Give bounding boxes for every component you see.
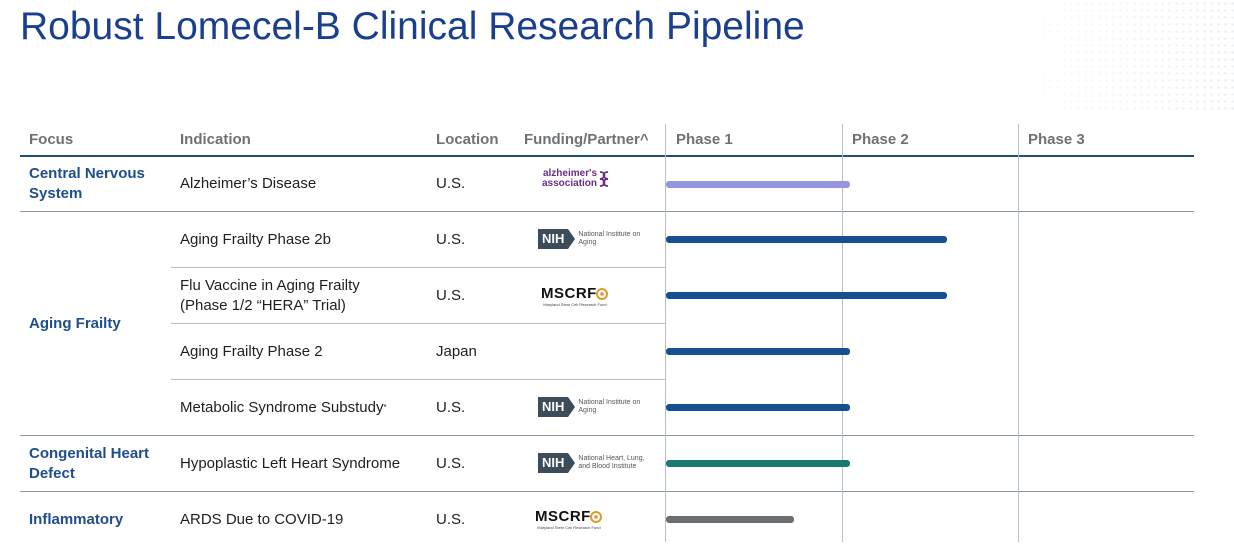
indication-label: Alzheimer’s Disease	[180, 175, 317, 192]
alzheimers-association-logo: alzheimer's association	[542, 169, 611, 189]
alzheimers-logo-line1: alzheimer's	[542, 168, 598, 179]
progress-bar	[666, 404, 850, 411]
nih-aging-logo: NIH National Institute on Aging	[538, 397, 648, 417]
indication-label-line2: (Phase 1/2 “HERA” Trial)	[180, 296, 346, 314]
page-title: Robust Lomecel-B Clinical Research Pipel…	[20, 5, 805, 48]
decorative-dot-pattern	[984, 0, 1234, 110]
indication-label: Aging Frailty Phase 2b	[180, 230, 331, 248]
indication-cell: ARDS Due to COVID-19	[180, 492, 343, 548]
focus-congenital-heart-defect: Congenital Heart Defect	[29, 444, 150, 482]
indication-cell: Aging Frailty Phase 2b	[180, 212, 331, 267]
header-rule	[20, 155, 1194, 157]
mscrf-cell-icon	[595, 287, 608, 300]
mscrf-logo-subtitle: Maryland Stem Cell Research Fund	[537, 525, 601, 530]
nih-logo-box: NIH	[538, 453, 576, 473]
indication-cell: Aging Frailty Phase 2	[180, 324, 323, 379]
progress-bar	[666, 460, 850, 467]
nih-institute-name: National Institute on Aging	[578, 399, 641, 414]
alzheimers-logo-line2: association	[542, 178, 598, 189]
mscrf-logo-subtitle: Maryland Stem Cell Research Fund	[543, 302, 607, 307]
indication-cell: Metabolic Syndrome Substudy *	[180, 380, 387, 435]
nih-institute-name: National Institute on Aging	[578, 231, 641, 246]
location-cell: U.S.	[436, 398, 466, 416]
alzheimers-purple-icon	[599, 171, 609, 187]
location-cell: U.S.	[436, 175, 466, 192]
progress-bar	[666, 516, 794, 523]
header-phase-3: Phase 3	[1028, 131, 1085, 148]
focus-inflammatory: Inflammatory	[29, 511, 124, 528]
header-funding-partner: Funding/Partner^	[524, 131, 649, 148]
row-divider	[171, 323, 666, 324]
focus-cns: Central Nervous System	[29, 165, 145, 202]
group-divider	[20, 491, 1194, 492]
mscrf-logo-word: MSCRF	[541, 285, 597, 302]
progress-bar	[666, 181, 850, 188]
nih-logo-box: NIH	[538, 397, 576, 417]
nih-heart-lung-blood-logo: NIH National Heart, Lung, and Blood Inst…	[538, 453, 654, 473]
header-location: Location	[436, 131, 499, 148]
indication-footnote-marker: *	[383, 402, 387, 412]
group-divider	[20, 435, 1194, 436]
focus-aging-frailty: Aging Frailty	[29, 314, 121, 332]
phase-3-left-line	[1018, 124, 1019, 542]
mscrf-logo: MSCRF Maryland Stem Cell Research Fund	[535, 508, 603, 530]
indication-cell: Flu Vaccine in Aging Frailty (Phase 1/2 …	[180, 268, 360, 323]
location-cell: Japan	[436, 342, 477, 360]
row-divider	[171, 379, 666, 380]
indication-label: Flu Vaccine in Aging Frailty	[180, 276, 360, 294]
mscrf-logo-word: MSCRF	[535, 508, 591, 525]
mscrf-cell-icon	[589, 510, 602, 523]
group-divider	[20, 211, 1194, 212]
phase-1-left-line	[665, 124, 666, 542]
nih-institute-name: National Heart, Lung, and Blood Institut…	[578, 455, 645, 470]
location-cell: U.S.	[436, 286, 466, 304]
header-indication: Indication	[180, 131, 251, 148]
nih-aging-logo: NIH National Institute on Aging	[538, 229, 648, 249]
indication-cell: Alzheimer’s Disease	[180, 157, 316, 211]
location-cell: U.S.	[436, 454, 466, 472]
indication-label: ARDS Due to COVID-19	[180, 511, 344, 528]
indication-label: Aging Frailty Phase 2	[180, 342, 323, 360]
indication-cell: Hypoplastic Left Heart Syndrome	[180, 436, 400, 491]
indication-label: Hypoplastic Left Heart Syndrome	[180, 454, 401, 472]
progress-bar	[666, 348, 850, 355]
progress-bar	[666, 236, 947, 243]
progress-bar	[666, 292, 947, 299]
indication-label: Metabolic Syndrome Substudy	[180, 398, 384, 416]
header-phase-2: Phase 2	[852, 131, 909, 148]
header-phase-1: Phase 1	[676, 131, 733, 148]
row-divider	[171, 267, 666, 268]
nih-logo-box: NIH	[538, 229, 576, 249]
header-focus: Focus	[29, 131, 74, 148]
location-cell: U.S.	[436, 511, 466, 528]
phase-2-left-line	[842, 124, 843, 542]
mscrf-logo: MSCRF Maryland Stem Cell Research Fund	[541, 285, 609, 307]
location-cell: U.S.	[436, 230, 466, 248]
